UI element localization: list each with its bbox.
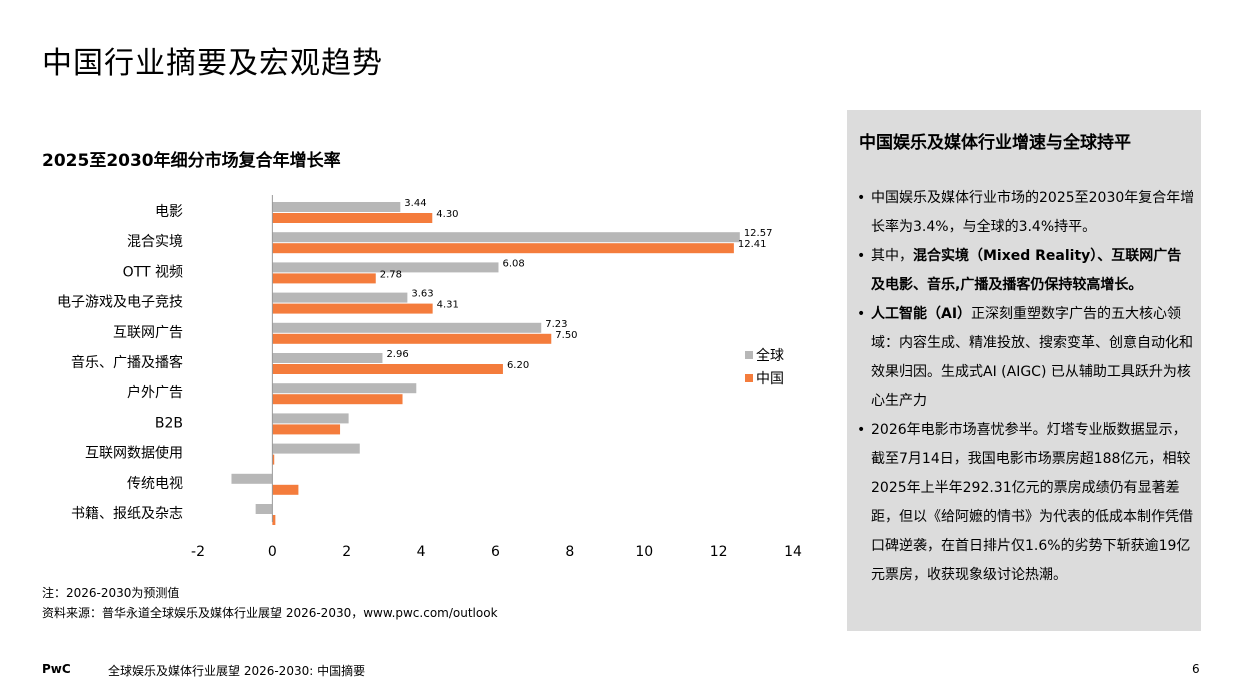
category-label: 电子游戏及电子竞技: [57, 294, 183, 311]
summary-panel: 中国娱乐及媒体行业增速与全球持平 • 中国娱乐及媒体行业市场的2025至2030…: [847, 110, 1201, 631]
data-label: 7.50: [555, 330, 577, 341]
category-label: 传统电视: [127, 476, 183, 492]
bar-global: [272, 383, 417, 394]
bar-global: [272, 353, 383, 363]
footer-brand: PwC: [42, 662, 71, 676]
bullet-dot: •: [857, 422, 866, 438]
category-label: 电影: [155, 204, 183, 220]
x-tick-label: 14: [784, 544, 802, 560]
data-label: 6.20: [507, 360, 529, 371]
bullet-text-bold: 人工智能（AI）: [871, 306, 972, 322]
bar-china: [272, 424, 341, 435]
bar-china: [272, 303, 433, 314]
legend-swatch: [745, 351, 753, 359]
bar-global: [272, 443, 360, 454]
bar-china: [272, 364, 503, 374]
data-label: 12.41: [738, 239, 767, 250]
data-label: 7.23: [545, 319, 567, 330]
category-label: 互联网数据使用: [85, 445, 183, 462]
bar-china: [272, 243, 734, 254]
bar-china: [272, 333, 552, 344]
x-tick-label: 10: [635, 544, 653, 560]
bullet-text-post: 正深刻重塑数字广告的五大核心领域：内容生成、精准投放、搜索变革、创意自动化和效果…: [871, 306, 1193, 409]
data-label: 3.44: [404, 198, 426, 209]
source-text: 资料来源：普华永道全球娱乐及媒体行业展望 2026-2030，www.pwc.c…: [42, 606, 498, 620]
data-label: 2.78: [380, 269, 402, 280]
bar-china: [272, 515, 276, 525]
bar-china: [272, 484, 299, 495]
category-label: B2B: [155, 415, 183, 431]
data-label: 4.30: [436, 209, 458, 220]
x-tick-label: -2: [191, 544, 205, 560]
bullet-item: • 其中，混合实境（Mixed Reality）、互联网广告及电影、音乐,广播及…: [855, 242, 1195, 300]
category-label: 混合实境: [127, 234, 183, 250]
x-tick-label: 6: [491, 544, 500, 560]
footer-text: 全球娱乐及媒体行业展望 2026-2030: 中国摘要: [108, 664, 366, 678]
chart-notes: 注：2026-2030为预测值 资料来源：普华永道全球娱乐及媒体行业展望 202…: [42, 583, 498, 623]
bar-china: [272, 213, 433, 223]
page-title: 中国行业摘要及宏观趋势: [42, 46, 383, 81]
bar-global: [272, 202, 401, 212]
bar-global: [272, 322, 542, 333]
bar-global: [255, 504, 273, 514]
x-tick-label: 4: [417, 544, 426, 560]
chart-title: 2025至2030年细分市场复合年增长率: [42, 151, 341, 171]
data-label: 2.96: [386, 349, 408, 360]
category-label: 户外广告: [127, 384, 183, 401]
bar-china: [272, 394, 403, 405]
bullet-item: • 中国娱乐及媒体行业市场的2025至2030年复合年增长率为3.4%，与全球的…: [855, 184, 1195, 242]
bullet-dot: •: [857, 306, 866, 322]
legend-label: 中国: [756, 371, 784, 387]
bar-china: [272, 454, 275, 465]
legend-label: 全球: [756, 347, 784, 364]
note-text: 注：2026-2030为预测值: [42, 586, 180, 600]
x-tick-label: 8: [565, 544, 574, 560]
bar-global: [272, 262, 499, 273]
x-tick-label: 0: [268, 544, 277, 560]
category-label: 书籍、报纸及杂志: [71, 505, 183, 522]
data-label: 12.57: [744, 228, 773, 239]
x-tick-label: 2: [342, 544, 351, 560]
bar-global: [272, 413, 349, 424]
bar-global: [231, 473, 273, 484]
bullet-list: • 中国娱乐及媒体行业市场的2025至2030年复合年增长率为3.4%，与全球的…: [855, 184, 1195, 590]
bullet-item: • 2026年电影市场喜忧参半。灯塔专业版数据显示，截至7月14日，我国电影市场…: [855, 416, 1195, 590]
bullet-dot: •: [857, 248, 866, 264]
data-label: 3.63: [411, 289, 433, 300]
page-number: 6: [1192, 662, 1200, 676]
x-tick-label: 12: [710, 544, 728, 560]
data-label: 4.31: [437, 300, 459, 311]
bar-global: [272, 232, 740, 243]
bullet-dot: •: [857, 190, 866, 206]
bar-china: [272, 273, 376, 284]
bullet-text: 中国娱乐及媒体行业市场的2025至2030年复合年增长率为3.4%，与全球的3.…: [871, 190, 1195, 235]
bullet-text-bold: 混合实境（Mixed Reality）、互联网广告及电影、音乐,广播及播客仍保持…: [871, 248, 1182, 293]
category-label: 互联网广告: [113, 325, 183, 341]
panel-title: 中国娱乐及媒体行业增速与全球持平: [859, 133, 1131, 153]
bullet-text: 2026年电影市场喜忧参半。灯塔专业版数据显示，截至7月14日，我国电影市场票房…: [871, 422, 1193, 583]
category-label: 音乐、广播及播客: [71, 354, 183, 371]
category-label: OTT 视频: [123, 264, 183, 280]
bullet-text-pre: 其中，: [871, 248, 913, 264]
bullet-item: • 人工智能（AI）正深刻重塑数字广告的五大核心领域：内容生成、精准投放、搜索变…: [855, 300, 1195, 416]
data-label: 6.08: [502, 258, 524, 269]
legend-swatch: [745, 374, 753, 382]
bar-global: [272, 292, 408, 303]
